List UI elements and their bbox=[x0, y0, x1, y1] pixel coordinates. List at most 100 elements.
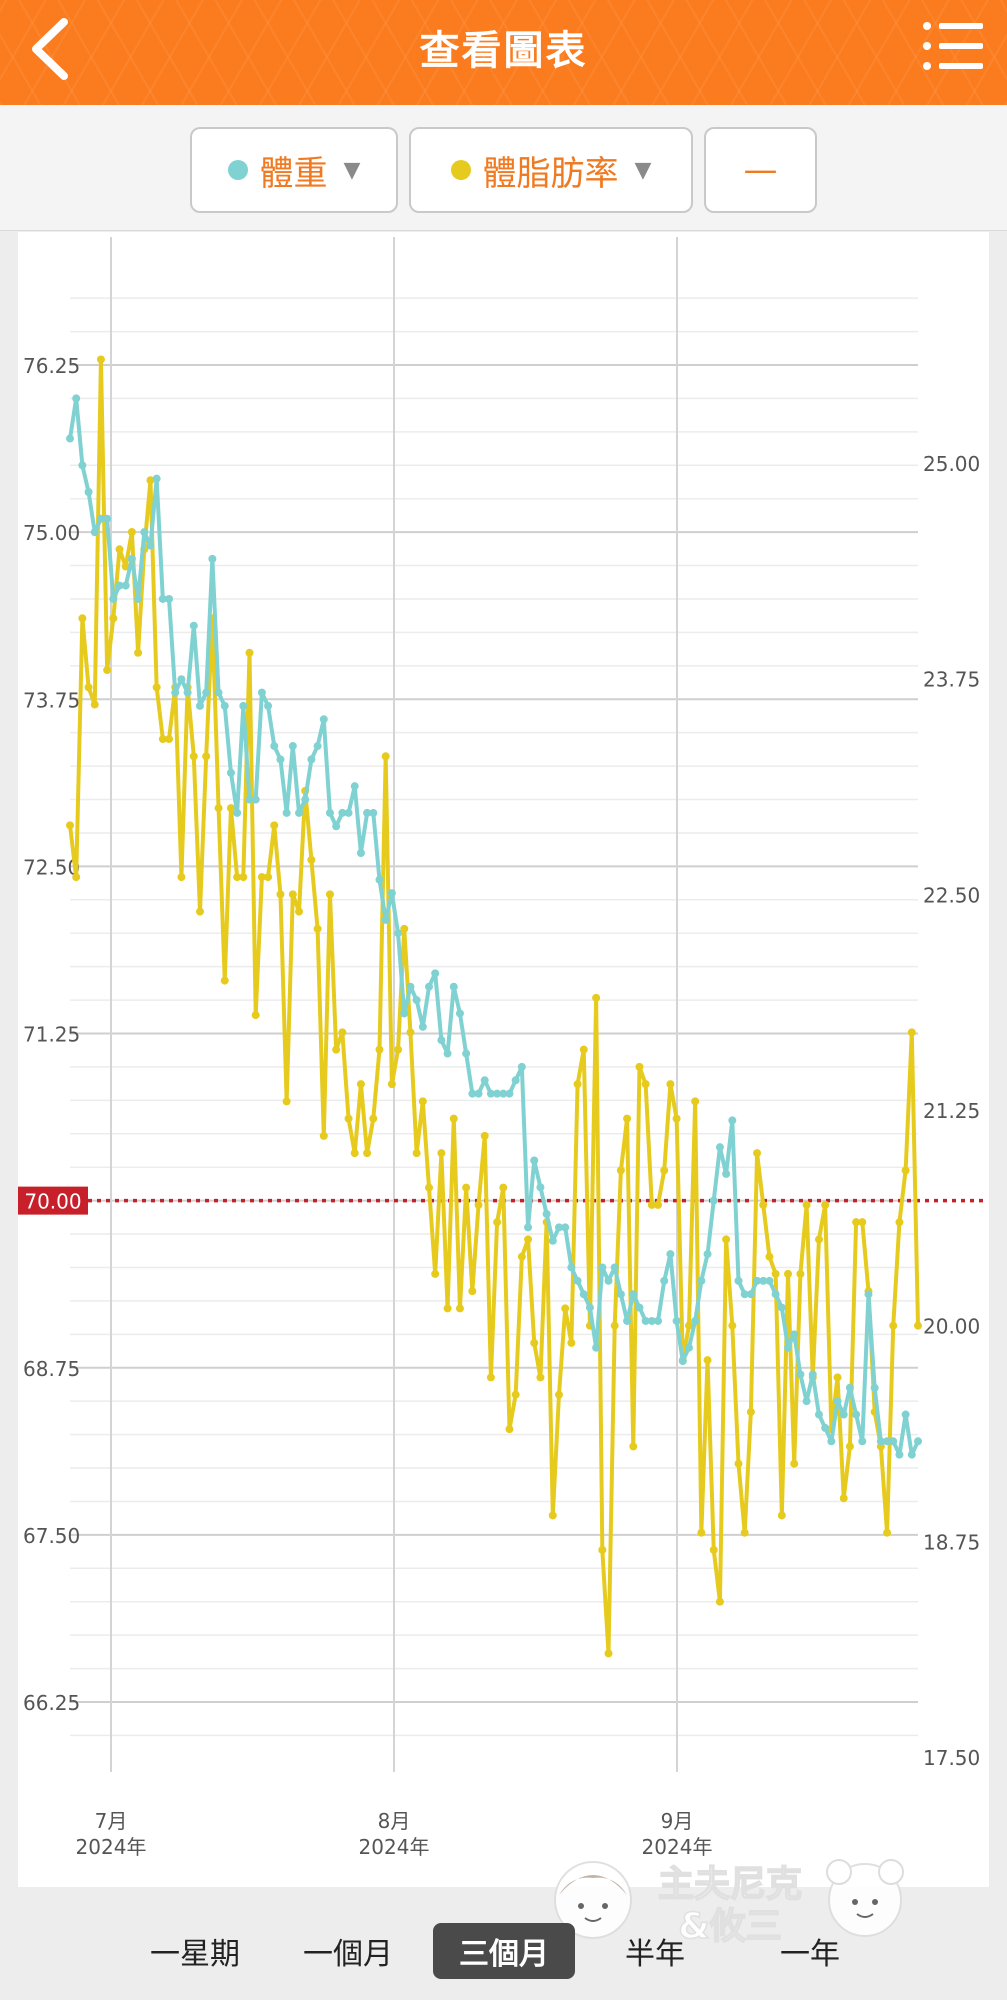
tab-half-year[interactable]: 半年 bbox=[625, 1937, 685, 1972]
weight-series-point bbox=[808, 1370, 817, 1379]
bodyfat-series-point bbox=[604, 1649, 613, 1658]
weight-series-point bbox=[883, 1437, 892, 1446]
bodyfat-series-label: 體脂肪率 bbox=[482, 153, 619, 194]
bodyfat-series-point bbox=[907, 1028, 916, 1037]
weight-series-point bbox=[189, 621, 198, 630]
tab-one-month[interactable]: 一個月 bbox=[303, 1937, 393, 1972]
weight-series-point bbox=[666, 1250, 675, 1259]
bodyfat-series-point bbox=[567, 1338, 576, 1347]
weight-bodyfat-chart[interactable]: 76.25 75.00 73.75 72.50 71.25 68.75 67.50 66.25… bbox=[18, 232, 989, 1887]
weight-series-point bbox=[127, 554, 136, 563]
third-series-dropdown[interactable]: — bbox=[704, 127, 817, 213]
bodyfat-series-point bbox=[239, 873, 248, 882]
weight-series-point bbox=[554, 1223, 563, 1232]
weight-series-point bbox=[536, 1183, 545, 1192]
bodyfat-series-point bbox=[127, 528, 136, 537]
bodyfat-series-point bbox=[332, 1045, 341, 1054]
weight-series-point bbox=[647, 1316, 656, 1325]
weight-series-point bbox=[715, 1143, 724, 1152]
weight-series-point bbox=[592, 1343, 601, 1352]
weight-series-point bbox=[517, 1062, 526, 1071]
weight-series-point bbox=[802, 1397, 811, 1406]
period-tabs: 一星期 一個月 三個月 半年 一年 bbox=[0, 1895, 1007, 2000]
bodyfat-series-point bbox=[889, 1321, 898, 1330]
bodyfat-series-point bbox=[455, 1304, 464, 1313]
bodyfat-series-point bbox=[90, 700, 99, 709]
weight-series-point bbox=[134, 594, 143, 603]
weight-series-point bbox=[282, 808, 291, 817]
weight-series-point bbox=[375, 875, 384, 884]
bodyfat-series-point bbox=[536, 1373, 545, 1382]
weight-series-point bbox=[276, 755, 285, 764]
weight-series-point bbox=[561, 1223, 570, 1232]
weight-series-point bbox=[202, 688, 211, 697]
bodyfat-series-point bbox=[214, 804, 223, 813]
tab-three-months[interactable]: 三個月 bbox=[433, 1923, 575, 1979]
weight-series-point bbox=[709, 1196, 718, 1205]
weight-series-point bbox=[165, 594, 174, 603]
bodyfat-series-point bbox=[715, 1597, 724, 1606]
weight-series-point bbox=[288, 742, 297, 751]
weight-series-point bbox=[629, 1290, 638, 1299]
weight-series-point bbox=[332, 822, 341, 831]
bodyfat-series-point bbox=[313, 924, 322, 933]
page-title: 查看圖表 bbox=[419, 28, 588, 74]
weight-series-point bbox=[827, 1437, 836, 1446]
bodyfat-series-point bbox=[524, 1235, 533, 1244]
bodyfat-series-point bbox=[412, 1149, 421, 1158]
target-label-badge bbox=[18, 1186, 88, 1215]
weight-series-dropdown[interactable]: 體重 ▼ bbox=[190, 127, 398, 213]
bodyfat-series-point bbox=[647, 1200, 656, 1209]
chart-card: 76.25 75.00 73.75 72.50 71.25 68.75 67.50 66.25… bbox=[18, 232, 989, 1887]
tab-one-year[interactable]: 一年 bbox=[780, 1937, 840, 1972]
list-icon[interactable] bbox=[921, 18, 985, 74]
weight-series-point bbox=[400, 1009, 409, 1018]
right-axis-tick-label: 18.75 bbox=[923, 1530, 980, 1554]
bodyfat-series-point bbox=[635, 1062, 644, 1071]
bodyfat-series-point bbox=[777, 1511, 786, 1520]
bodyfat-series-point bbox=[425, 1183, 434, 1192]
bodyfat-series-point bbox=[833, 1373, 842, 1382]
weight-series-point bbox=[542, 1209, 551, 1218]
weight-series-point bbox=[103, 514, 112, 523]
weight-series-point bbox=[443, 1049, 452, 1058]
weight-series-point bbox=[548, 1236, 557, 1245]
tab-one-week[interactable]: 一星期 bbox=[150, 1937, 240, 1972]
right-axis-tick-label: 20.00 bbox=[923, 1315, 980, 1339]
bodyfat-series-point bbox=[78, 614, 87, 623]
bodyfat-series-point bbox=[493, 1218, 502, 1227]
bodyfat-series-point bbox=[709, 1545, 718, 1554]
bodyfat-series-point bbox=[189, 752, 198, 761]
bodyfat-series-point bbox=[338, 1028, 347, 1037]
bodyfat-series-point bbox=[66, 821, 74, 830]
bodyfat-series-point bbox=[505, 1425, 514, 1434]
bodyfat-series-point bbox=[914, 1321, 922, 1330]
bodyfat-series-point bbox=[759, 1200, 768, 1209]
bodyfat-series-point bbox=[703, 1356, 712, 1365]
weight-series-point bbox=[146, 541, 155, 550]
bodyfat-series-point bbox=[264, 873, 273, 882]
bodyfat-series-point bbox=[307, 855, 316, 864]
weight-series-point bbox=[226, 768, 235, 777]
bodyfat-series-dropdown[interactable]: 體脂肪率 ▼ bbox=[409, 127, 693, 213]
bodyfat-series-line bbox=[68, 357, 920, 1656]
bodyfat-series-point bbox=[195, 907, 204, 916]
weight-series-point bbox=[784, 1343, 793, 1352]
bodyfat-series-point bbox=[740, 1528, 749, 1537]
bodyfat-series-point bbox=[895, 1218, 904, 1227]
weight-series-point bbox=[567, 1263, 576, 1272]
weight-series-point bbox=[344, 808, 353, 817]
bodyfat-series-point bbox=[257, 873, 266, 882]
bodyfat-series-point bbox=[72, 873, 81, 882]
bodyfat-series-point bbox=[883, 1528, 892, 1537]
bodyfat-series-point bbox=[697, 1528, 706, 1537]
weight-series-point bbox=[177, 675, 186, 684]
weight-series-point bbox=[301, 795, 310, 804]
left-axis-tick-label: 66.25 bbox=[23, 1691, 80, 1715]
chevron-left-icon[interactable] bbox=[22, 14, 82, 84]
weight-series-point bbox=[777, 1303, 786, 1312]
x-axis-month-label: 9月 bbox=[661, 1809, 694, 1833]
weight-series-point bbox=[307, 755, 316, 764]
bodyfat-series-point bbox=[641, 1080, 650, 1089]
weight-series-point bbox=[474, 1089, 483, 1098]
